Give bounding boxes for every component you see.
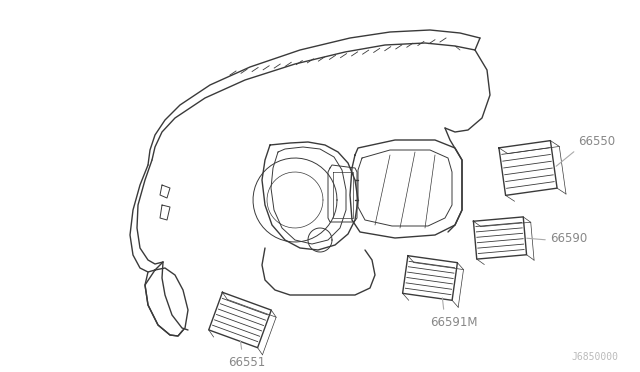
Text: J6850000: J6850000 bbox=[571, 352, 618, 362]
Text: 66551: 66551 bbox=[228, 356, 265, 369]
Text: 66590: 66590 bbox=[550, 231, 588, 244]
Text: 66550: 66550 bbox=[578, 135, 615, 148]
Text: 66591M: 66591M bbox=[430, 316, 477, 329]
